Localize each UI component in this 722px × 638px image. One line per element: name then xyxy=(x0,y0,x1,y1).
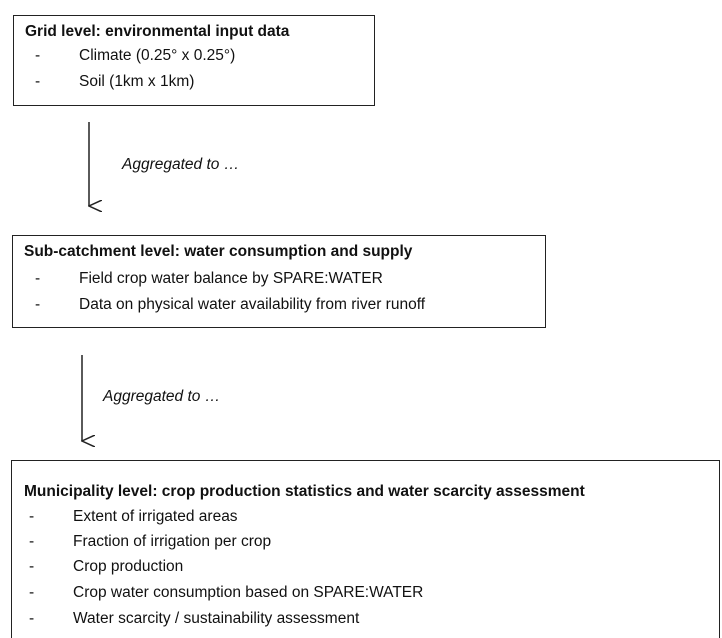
box-item: Crop water consumption based on SPARE:WA… xyxy=(29,584,423,602)
box-item: Water scarcity / sustainability assessme… xyxy=(29,610,359,628)
box-item: Data on physical water availability from… xyxy=(35,296,425,314)
box-title: Sub-catchment level: water consumption a… xyxy=(24,243,413,260)
box-item: Soil (1km x 1km) xyxy=(35,73,195,91)
arrow-label: Aggregated to … xyxy=(122,156,240,173)
box-item: Fraction of irrigation per crop xyxy=(29,533,271,551)
box-item: Crop production xyxy=(29,558,183,576)
arrow-label: Aggregated to … xyxy=(103,388,221,405)
box-item: Field crop water balance by SPARE:WATER xyxy=(35,270,383,288)
box-item: Extent of irrigated areas xyxy=(29,508,237,526)
box-title: Grid level: environmental input data xyxy=(25,23,290,40)
box-item: Climate (0.25° x 0.25°) xyxy=(35,47,235,65)
box-title: Municipality level: crop production stat… xyxy=(24,483,585,500)
